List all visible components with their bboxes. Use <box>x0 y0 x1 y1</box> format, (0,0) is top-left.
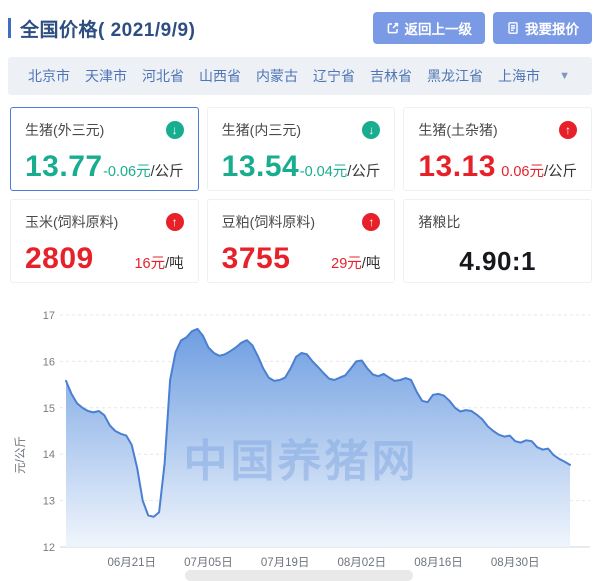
trend-up-icon: ↑ <box>559 121 577 139</box>
back-button[interactable]: 返回上一级 <box>372 12 485 44</box>
card-label: 生猪(外三元) <box>25 122 105 138</box>
price-change: -0.04元/公斤 <box>299 164 381 180</box>
province-tab[interactable]: 河北省 <box>142 68 184 84</box>
province-tab[interactable]: 上海市 <box>498 68 540 84</box>
province-tab-bar: 北京市 天津市 河北省 山西省 内蒙古 辽宁省 吉林省 黑龙江省 上海市 ▼ <box>8 57 592 95</box>
x-tick-label: 08月16日 <box>414 557 463 569</box>
price-line <box>65 327 571 518</box>
province-tab[interactable]: 北京市 <box>28 68 70 84</box>
area-chart-canvas: 12 13 14 15 16 17 06月21日 07月05日 07月19日 08月02日 08月1… <box>14 310 590 569</box>
price-cards-grid: 生猪(外三元) ↓ 13.77 -0.06元/公斤 生猪(内三元) ↓ 13.54 -0.04… <box>10 107 592 283</box>
page-header: 全国价格( 2021/9/9) 返回上一级 我要报价 <box>0 0 602 44</box>
price-value: 3755 <box>221 242 291 275</box>
x-tick-label: 07月05日 <box>184 557 233 569</box>
chevron-down-icon[interactable]: ▼ <box>559 70 570 82</box>
price-change: 16元/吨 <box>134 256 184 272</box>
trend-up-icon: ↑ <box>165 213 184 231</box>
price-card[interactable]: 玉米(饲料原料) ↑ 2809 16元/吨 <box>10 199 199 283</box>
price-value: 13.54 <box>221 150 300 183</box>
price-change: -0.06元/公斤 <box>103 164 184 180</box>
title-accent-bar <box>8 18 11 38</box>
x-tick-label: 08月30日 <box>491 557 540 569</box>
card-label: 玉米(饲料原料) <box>25 214 119 230</box>
back-button-label: 返回上一级 <box>404 22 473 37</box>
price-change: 29元/吨 <box>331 256 381 272</box>
y-tick-label: 12 <box>43 542 55 554</box>
province-tab[interactable]: 辽宁省 <box>313 68 355 84</box>
price-value: 13.13 <box>418 150 496 183</box>
price-card[interactable]: 生猪(外三元) ↓ 13.77 -0.06元/公斤 <box>10 107 199 191</box>
page-title: 全国价格( 2021/9/9) <box>20 19 196 41</box>
price-change: 0.06元/公斤 <box>501 164 577 180</box>
x-tick-label: 07月19日 <box>261 557 310 569</box>
y-tick-label: 15 <box>43 403 55 415</box>
y-tick-label: 14 <box>43 449 55 461</box>
y-axis-title: 元/公斤 <box>14 436 27 474</box>
province-tab[interactable]: 内蒙古 <box>256 68 298 84</box>
price-card[interactable]: 豆粕(饲料原料) ↑ 3755 29元/吨 <box>206 199 396 283</box>
price-card[interactable]: 生猪(内三元) ↓ 13.54 -0.04元/公斤 <box>206 107 396 191</box>
province-tab[interactable]: 山西省 <box>199 68 241 84</box>
card-label: 猪粮比 <box>418 214 461 230</box>
price-value: 13.77 <box>25 150 103 183</box>
trend-down-icon: ↓ <box>362 121 381 139</box>
share-back-icon <box>386 21 400 35</box>
price-card[interactable]: 猪粮比 4.90:1 <box>403 199 592 283</box>
price-card[interactable]: 生猪(土杂猪) ↑ 13.13 0.06元/公斤 <box>403 107 592 191</box>
x-tick-label: 08月02日 <box>338 557 387 569</box>
header-buttons: 返回上一级 我要报价 <box>372 12 592 44</box>
trend-up-icon: ↑ <box>362 213 381 231</box>
quote-button-label: 我要报价 <box>525 22 579 37</box>
quote-button[interactable]: 我要报价 <box>493 12 592 44</box>
document-icon <box>506 21 520 35</box>
y-tick-label: 17 <box>43 310 55 322</box>
card-label: 生猪(土杂猪) <box>418 122 498 138</box>
page-title-wrap: 全国价格( 2021/9/9) <box>8 15 195 42</box>
card-label: 生猪(内三元) <box>221 122 301 138</box>
price-value: 2809 <box>25 242 94 275</box>
province-tab[interactable]: 黑龙江省 <box>427 68 483 84</box>
area-fill <box>66 328 570 547</box>
trend-down-icon: ↓ <box>165 121 184 139</box>
price-trend-chart: 12 13 14 15 16 17 06月21日 07月05日 07月19日 08月02日 08月1… <box>0 297 602 579</box>
ratio-value: 4.90:1 <box>459 246 537 276</box>
province-tab[interactable]: 吉林省 <box>370 68 412 84</box>
province-tab[interactable]: 天津市 <box>85 68 127 84</box>
y-tick-label: 13 <box>43 496 55 508</box>
x-tick-label: 06月21日 <box>107 557 156 569</box>
card-label: 豆粕(饲料原料) <box>221 214 315 230</box>
y-tick-label: 16 <box>43 356 55 368</box>
